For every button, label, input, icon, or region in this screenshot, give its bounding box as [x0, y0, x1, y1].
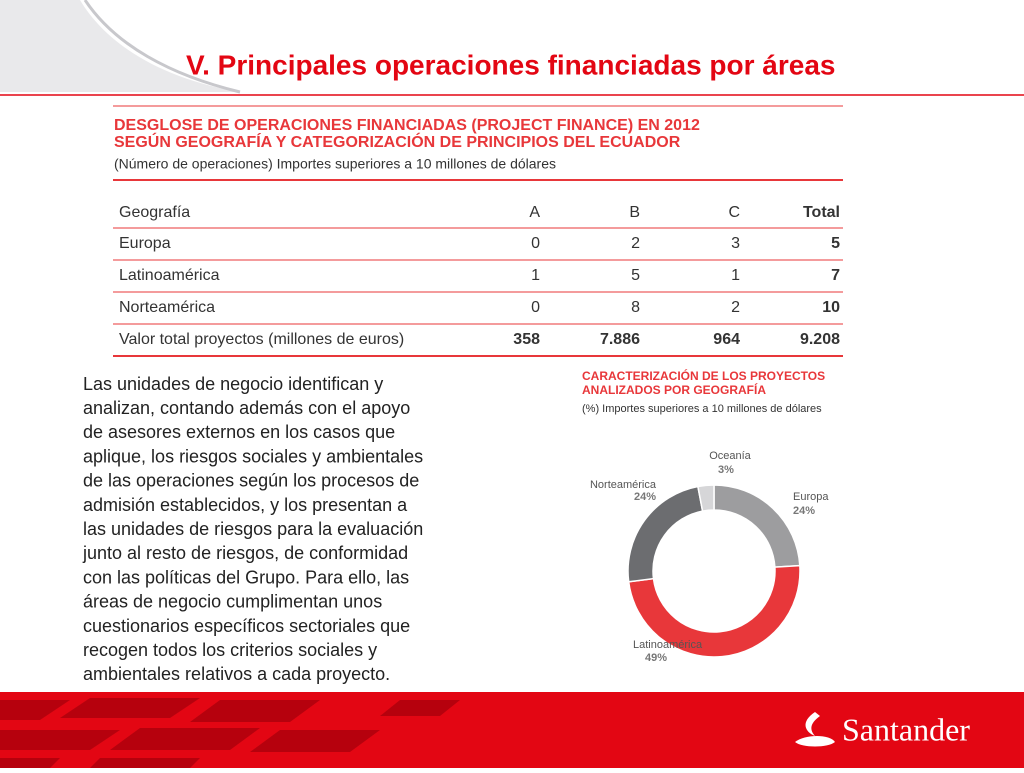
table-subtitle: (Número de operaciones) Importes superio… [114, 156, 556, 172]
chart-subtitle: (%) Importes superiores a 10 millones de… [582, 403, 822, 415]
table-cell: Europa [119, 235, 171, 252]
paragraph-line: áreas de negocio cumplimentan unos [83, 592, 382, 612]
paragraph-line: recogen todos los criterios sociales y [83, 640, 377, 660]
donut-slice [697, 484, 715, 512]
table-cell: Norteamérica [119, 299, 215, 316]
paragraph-line: ambientales relativos a cada proyecto. [83, 664, 390, 684]
chart-title: CARACTERIZACIÓN DE LOS PROYECTOS [582, 368, 825, 383]
logo-text: Santander [842, 711, 970, 747]
table-cell: B [629, 204, 640, 221]
paragraph-line: analizan, contando además con el apoyo [83, 398, 410, 418]
table-cell: A [529, 204, 540, 221]
table-cell: 5 [631, 267, 640, 284]
table-cell: 5 [831, 235, 840, 252]
slice-label: Norteamérica [590, 479, 657, 491]
paragraph-line: de las operaciones según los procesos de [83, 471, 419, 491]
table-cell: 0 [531, 235, 540, 252]
table-cell: Geografía [119, 204, 190, 221]
paragraph-line: Las unidades de negocio identifican y [83, 374, 383, 394]
donut-slice [713, 484, 801, 568]
logo-flame [795, 712, 835, 747]
table-cell: C [728, 204, 740, 221]
table-cell: 358 [513, 331, 540, 348]
table-cell: 2 [631, 235, 640, 252]
paragraph-line: admisión establecidos, y los presentan a [83, 495, 408, 515]
donut-slice [627, 564, 801, 658]
table-cell: 964 [713, 331, 740, 348]
slice-label: Latinoamérica [633, 639, 703, 651]
slice-value: 49% [645, 652, 667, 664]
paragraph-line: con las políticas del Grupo. Para ello, … [83, 567, 409, 587]
paragraph-line: junto al resto de riesgos, de conformida… [82, 543, 408, 563]
table-cell: 1 [531, 267, 540, 284]
table-title: DESGLOSE DE OPERACIONES FINANCIADAS (PRO… [114, 117, 700, 134]
paragraph-line: de asesores externos en los casos que [83, 422, 395, 442]
table-cell: 8 [631, 299, 640, 316]
slice-value: 3% [718, 464, 734, 476]
paragraph-line: cuestionarios específicos sectoriales qu… [83, 616, 410, 636]
slice-label: Europa [793, 491, 829, 503]
table-cell: 2 [731, 299, 740, 316]
table-cell: Latinoamérica [119, 267, 220, 284]
slice-value: 24% [793, 505, 815, 517]
chart-title: ANALIZADOS POR GEOGRAFÍA [582, 382, 766, 397]
table-title: SEGÚN GEOGRAFÍA Y CATEGORIZACIÓN DE PRIN… [114, 132, 681, 151]
table-cell: Valor total proyectos (millones de euros… [119, 331, 404, 348]
header-curve [83, 0, 241, 94]
table-cell: 7 [831, 267, 840, 284]
slide-title: V. Principales operaciones financiadas p… [186, 49, 835, 80]
header-swoosh [0, 0, 240, 92]
table-cell: 7.886 [600, 331, 640, 348]
table-cell: 9.208 [800, 331, 840, 348]
table-cell: Total [803, 204, 840, 221]
slice-label: Oceanía [709, 450, 751, 462]
slice-value: 24% [634, 491, 656, 503]
paragraph-line: las unidades de riesgos para la evaluaci… [83, 519, 423, 539]
table-cell: 3 [731, 235, 740, 252]
table-cell: 1 [731, 267, 740, 284]
paragraph-line: aplique, los riesgos sociales y ambienta… [83, 446, 423, 466]
table-cell: 0 [531, 299, 540, 316]
table-cell: 10 [822, 299, 840, 316]
footer-stripes [0, 698, 460, 768]
